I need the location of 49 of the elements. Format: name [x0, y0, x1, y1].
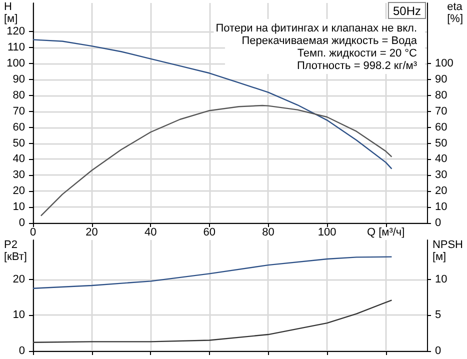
annotation: Темп. жидкости = 20 °C [297, 48, 418, 60]
x-tick-label: 80 [262, 226, 274, 238]
y2-tick-label: 90 [435, 74, 448, 86]
y-tick-label: 50 [12, 137, 25, 150]
y2-tick-label: 30 [435, 169, 448, 182]
y-tick-label: 10 [12, 309, 25, 322]
y2-tick-label: 100 [435, 58, 454, 70]
y2-tick-label: 10 [435, 273, 448, 286]
y-tick-label: 100 [6, 58, 25, 70]
y-tick-label: 70 [12, 105, 25, 118]
annotation: Перекачиваемая жидкость = Вода [242, 35, 418, 47]
annotation: Потери на фитингах и клапанах не вкл. [216, 22, 418, 34]
y-tick-label: 80 [12, 89, 25, 102]
y-tick-label: 30 [12, 169, 25, 182]
x-tick-label: 0 [30, 226, 36, 238]
x-tick-label: 60 [203, 226, 216, 238]
line-series [40, 104, 392, 216]
y2-tick-label: 5 [435, 309, 442, 322]
line-series [32, 256, 392, 289]
y-tick-label: 110 [7, 42, 25, 54]
y2-tick-label: 10 [435, 201, 448, 214]
y-tick-label: 90 [12, 74, 25, 86]
y2-tick-label: 80 [435, 89, 448, 102]
y2-axis-title: eta [%] [447, 1, 464, 25]
y-tick-label: 60 [12, 121, 25, 134]
y2-tick-label: 50 [435, 137, 448, 150]
x-tick-label: 40 [144, 226, 157, 238]
y2-tick-label: 40 [435, 153, 448, 166]
y-axis-title: H [м] [4, 1, 18, 25]
y2-tick-label: 70 [435, 105, 448, 118]
x-tick-label: 100 [318, 226, 336, 238]
y2-tick-label: 20 [435, 185, 448, 198]
y-tick-label: 20 [12, 185, 25, 198]
annotation: Плотность = 998.2 кг/м³ [296, 60, 418, 72]
chart-title: 50Hz [392, 4, 421, 18]
y-tick-label: 10 [12, 201, 25, 214]
line-series [32, 300, 392, 344]
y-tick-label: 40 [12, 153, 25, 166]
x-tick-label: 20 [86, 226, 98, 238]
y-tick-label: 0 [18, 345, 25, 357]
y2-tick-label: 0 [435, 345, 442, 357]
y2-tick-label: 60 [435, 121, 448, 134]
y2-axis-title: NPSH [м] [432, 239, 464, 263]
y2-tick-label: 0 [435, 217, 442, 229]
x-tick-label: Q [м³/ч] [366, 226, 405, 238]
y-axis-title: P2 [кВт] [4, 239, 27, 263]
y-tick-label: 20 [12, 273, 25, 286]
y-tick-label: 120 [6, 26, 25, 38]
y-tick-label: 0 [18, 217, 25, 229]
